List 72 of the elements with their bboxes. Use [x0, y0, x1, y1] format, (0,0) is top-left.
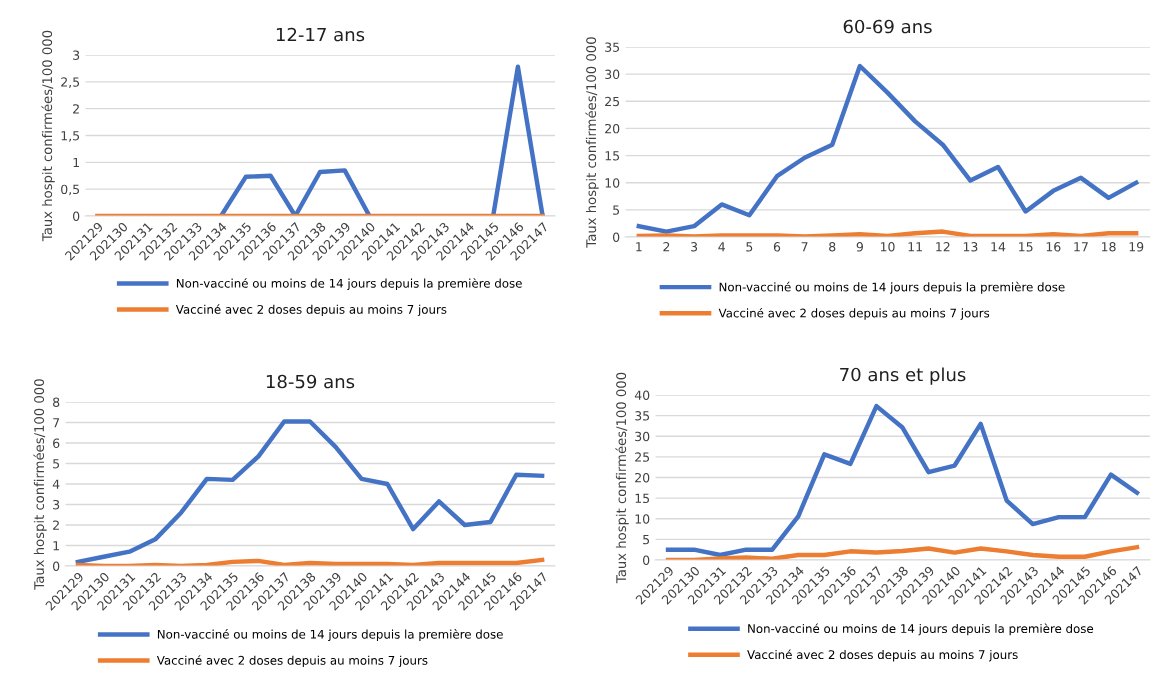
x-tick-label: 4 — [718, 242, 725, 252]
y-tick-label: 0,5 — [61, 184, 80, 196]
x-tick-label: 14 — [991, 242, 1006, 252]
legend-label: Vacciné avec 2 doses depuis au moins 7 jours — [156, 655, 428, 668]
line-series — [636, 63, 1139, 234]
y-tick-label: 1,5 — [61, 131, 80, 142]
legend-label: Non-vacciné ou moins de 14 jours depuis la première dose — [748, 623, 1094, 636]
y-tick-label: 30 — [635, 431, 650, 442]
y-tick-label: 10 — [605, 178, 620, 188]
y-tick-label: 2,5 — [61, 77, 80, 89]
y-tick-label: 7 — [53, 418, 60, 428]
y-tick-label: 5 — [53, 459, 60, 469]
x-tick-label: 5 — [746, 242, 753, 252]
y-tick-label: 40 — [634, 390, 650, 400]
y-tick-label: 25 — [635, 452, 650, 462]
legend-label: Vacciné avec 2 doses depuis au moins 7 jours — [718, 307, 990, 320]
y-tick-label: 10 — [635, 514, 650, 524]
x-tick-label: 6 — [773, 242, 781, 252]
x-tick-label: 7 — [801, 242, 808, 252]
x-tick-label: 16 — [1046, 242, 1061, 252]
y-tick-label: 20 — [635, 472, 650, 483]
x-tick-label: 12 — [936, 242, 950, 252]
y-tick-label: 30 — [605, 69, 620, 80]
y-tick-label: 0 — [613, 232, 620, 242]
chart-title: 12-17 ans — [276, 27, 365, 42]
line-series — [665, 544, 1140, 560]
x-tick-label: 18 — [1101, 242, 1116, 252]
legend-label: Non-vacciné ou moins de 14 jours depuis la première dose — [157, 629, 503, 641]
x-tick-label: 9 — [856, 242, 863, 252]
x-tick-label: 11 — [908, 242, 922, 252]
y-tick-label: 4 — [52, 479, 60, 489]
x-tick-label: 13 — [963, 242, 978, 252]
chart-title: 70 ans et plus — [840, 367, 966, 385]
y-tick-label: 35 — [635, 411, 650, 421]
y-tick-label: 2 — [73, 104, 79, 114]
y-tick-label: 1 — [73, 157, 79, 168]
x-tick-label: 15 — [1019, 242, 1033, 252]
y-axis-title: Taux hospit confirmées/100 000 — [615, 372, 629, 584]
y-tick-label: 0 — [73, 211, 80, 221]
y-axis-title: Taux hospit confirmées/100 000 — [585, 37, 599, 248]
x-tick-label: 19 — [1129, 242, 1144, 252]
y-tick-label: 0 — [53, 561, 60, 571]
y-tick-label: 2 — [53, 520, 59, 530]
y-tick-label: 15 — [635, 493, 650, 504]
y-axis-title: Taux hospit confirmées/100 000 — [33, 379, 47, 590]
y-tick-label: 3 — [73, 50, 80, 60]
y-tick-label: 35 — [605, 42, 620, 52]
x-tick-label: 3 — [691, 242, 698, 252]
y-tick-label: 1 — [53, 541, 59, 551]
chart-title: 60-69 ans — [843, 19, 932, 34]
y-tick-label: 15 — [605, 151, 620, 161]
y-tick-label: 6 — [53, 438, 60, 448]
y-tick-label: 3 — [53, 499, 60, 510]
x-tick-label: 17 — [1074, 242, 1088, 252]
y-tick-label: 20 — [605, 123, 620, 134]
line-series — [75, 419, 545, 565]
line-series — [75, 557, 545, 566]
x-tick-label: 2 — [663, 242, 670, 252]
x-tick-label: 8 — [829, 242, 836, 252]
y-tick-label: 5 — [643, 535, 650, 545]
y-axis-title: Taux hospit confirmées/100 000 — [41, 30, 55, 242]
legend-label: Non-vacciné ou moins de 14 jours depuis la première dose — [176, 278, 522, 291]
legend-label: Vacciné avec 2 doses depuis au moins 7 jours — [175, 304, 447, 317]
y-tick-label: 8 — [53, 397, 60, 407]
y-tick-label: 0 — [643, 555, 650, 565]
y-tick-label: 5 — [613, 205, 620, 215]
y-tick-label: 25 — [605, 96, 620, 107]
legend-label: Non-vacciné ou moins de 14 jours depuis la première dose — [719, 281, 1065, 294]
legend-label: Vacciné avec 2 doses depuis au moins 7 jours — [747, 649, 1018, 662]
x-tick-label: 10 — [880, 242, 895, 252]
line-series — [665, 403, 1140, 558]
chart-title: 18-59 ans — [266, 374, 355, 389]
